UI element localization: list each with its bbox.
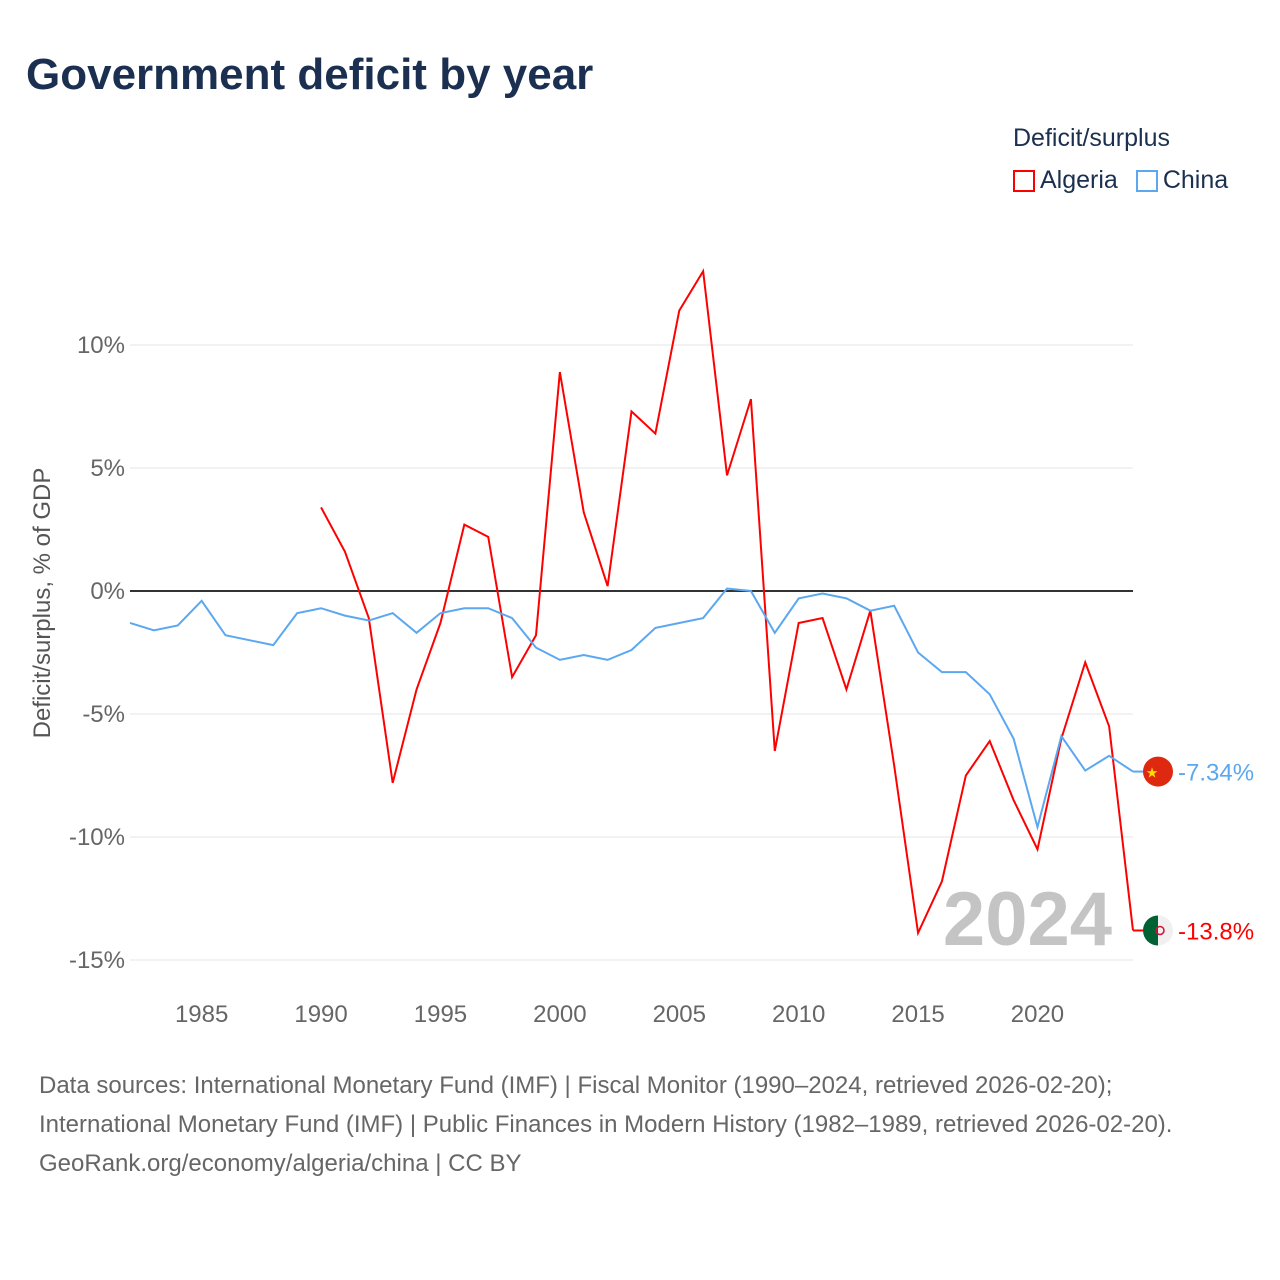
- china-flag-icon: [1143, 756, 1173, 787]
- end-value-label-algeria: -13.8%: [1178, 918, 1254, 945]
- legend-swatch-algeria: [1013, 169, 1035, 192]
- legend: Algeria China: [1013, 166, 1228, 195]
- chart-title: Government deficit by year: [26, 50, 594, 99]
- y-axis-label: Deficit/surplus, % of GDP: [29, 468, 56, 739]
- x-tick-label: 2000: [533, 1001, 586, 1028]
- x-tick-label: 2005: [653, 1001, 706, 1028]
- y-tick-label: -15%: [69, 947, 125, 974]
- x-tick-label: 2020: [1011, 1001, 1064, 1028]
- flag-star: ★: [1146, 765, 1159, 781]
- series-line-china[interactable]: [129, 587, 1134, 832]
- y-tick-label: 10%: [77, 332, 125, 359]
- y-tick-label: -10%: [69, 824, 125, 851]
- footer: Data sources: International Monetary Fun…: [39, 1066, 1239, 1183]
- data-sources: Data sources: International Monetary Fun…: [39, 1072, 1173, 1138]
- credit-link[interactable]: GeoRank.org/economy/algeria/china | CC B…: [39, 1150, 522, 1177]
- end-value-label-china: -7.34%: [1178, 760, 1254, 787]
- legend-title: Deficit/surplus: [1013, 124, 1170, 152]
- flag-crescent: [1155, 925, 1165, 936]
- y-tick-label: 5%: [90, 455, 125, 482]
- legend-item-china[interactable]: China: [1135, 166, 1229, 195]
- legend-swatch-china: [1135, 169, 1158, 192]
- x-tick-label: 1995: [414, 1001, 467, 1028]
- x-tick-label: 1985: [175, 1001, 228, 1028]
- x-tick-label: 1990: [294, 1001, 347, 1028]
- series-line-algeria[interactable]: [320, 268, 1134, 937]
- legend-label-algeria: Algeria: [1040, 166, 1118, 194]
- legend-item-algeria[interactable]: Algeria: [1013, 166, 1118, 195]
- y-tick-label: 0%: [90, 578, 125, 605]
- x-tick-label: 2015: [891, 1001, 944, 1028]
- x-tick-label: 2010: [772, 1001, 825, 1028]
- year-watermark: 2024: [943, 877, 1112, 962]
- y-tick-label: -5%: [82, 701, 125, 728]
- legend-label-china: China: [1162, 166, 1229, 194]
- flag-green-half: [1143, 915, 1158, 946]
